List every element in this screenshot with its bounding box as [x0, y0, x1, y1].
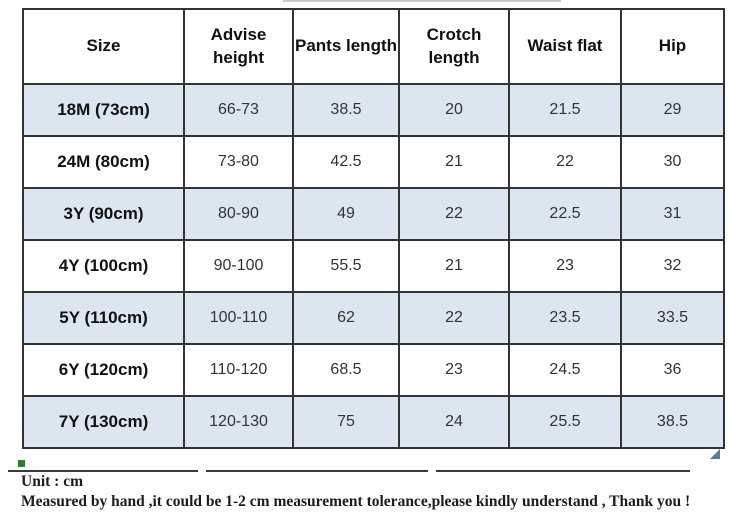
header-row: Size Advise height Pants length Crotch l…: [22, 8, 725, 85]
value-cell: 20: [398, 83, 510, 137]
value-cell: 32: [620, 239, 725, 293]
value-cell: 38.5: [292, 83, 400, 137]
column-header-hip: Hip: [620, 8, 725, 85]
value-cell: 30: [620, 135, 725, 189]
value-cell: 25.5: [508, 395, 622, 449]
value-cell: 73-80: [183, 135, 294, 189]
value-cell: 23: [508, 239, 622, 293]
size-cell: 7Y (130cm): [22, 395, 185, 449]
size-cell: 4Y (100cm): [22, 239, 185, 293]
column-header-size: Size: [22, 8, 185, 85]
table-row: 7Y (130cm) 120-130 75 24 25.5 38.5: [22, 395, 725, 449]
value-cell: 90-100: [183, 239, 294, 293]
table-row: 6Y (120cm) 110-120 68.5 23 24.5 36: [22, 343, 725, 397]
size-cell: 24M (80cm): [22, 135, 185, 189]
value-cell: 21: [398, 239, 510, 293]
footer-notes: Unit : cm Measured by hand ,it could be …: [21, 472, 690, 513]
cell-corner-triangle: [710, 449, 720, 459]
value-cell: 80-90: [183, 187, 294, 241]
value-cell: 68.5: [292, 343, 400, 397]
value-cell: 100-110: [183, 291, 294, 345]
bottom-artifact-line-1: [8, 470, 198, 472]
table-row: 5Y (110cm) 100-110 62 22 23.5 33.5: [22, 291, 725, 345]
value-cell: 22: [398, 291, 510, 345]
value-cell: 23: [398, 343, 510, 397]
column-header-advise-height: Advise height: [183, 8, 294, 85]
bottom-artifact-line-2: [206, 470, 428, 472]
size-cell: 18M (73cm): [22, 83, 185, 137]
column-header-waist-flat: Waist flat: [508, 8, 622, 85]
size-cell: 3Y (90cm): [22, 187, 185, 241]
value-cell: 42.5: [292, 135, 400, 189]
value-cell: 23.5: [508, 291, 622, 345]
value-cell: 49: [292, 187, 400, 241]
value-cell: 55.5: [292, 239, 400, 293]
value-cell: 38.5: [620, 395, 725, 449]
table-corner-handle-green: [18, 460, 25, 467]
table-row: 18M (73cm) 66-73 38.5 20 21.5 29: [22, 83, 725, 137]
value-cell: 21: [398, 135, 510, 189]
value-cell: 62: [292, 291, 400, 345]
tolerance-note: Measured by hand ,it could be 1-2 cm mea…: [21, 493, 691, 511]
size-cell: 6Y (120cm): [22, 343, 185, 397]
table-row: 4Y (100cm) 90-100 55.5 21 23 32: [22, 239, 725, 293]
table-row: 3Y (90cm) 80-90 49 22 22.5 31: [22, 187, 725, 241]
value-cell: 120-130: [183, 395, 294, 449]
value-cell: 36: [620, 343, 725, 397]
value-cell: 22: [398, 187, 510, 241]
column-header-pants-length: Pants length: [292, 8, 400, 85]
column-header-crotch-length: Crotch length: [398, 8, 510, 85]
value-cell: 75: [292, 395, 400, 449]
value-cell: 22: [508, 135, 622, 189]
value-cell: 24: [398, 395, 510, 449]
value-cell: 22.5: [508, 187, 622, 241]
unit-note: Unit : cm: [21, 473, 83, 490]
value-cell: 33.5: [620, 291, 725, 345]
top-edge-artifact-line: [283, 0, 561, 2]
value-cell: 110-120: [183, 343, 294, 397]
value-cell: 29: [620, 83, 725, 137]
size-cell: 5Y (110cm): [22, 291, 185, 345]
table-row: 24M (80cm) 73-80 42.5 21 22 30: [22, 135, 725, 189]
size-chart-table: Size Advise height Pants length Crotch l…: [22, 8, 725, 449]
bottom-artifact-line-3: [436, 470, 690, 472]
value-cell: 66-73: [183, 83, 294, 137]
value-cell: 21.5: [508, 83, 622, 137]
value-cell: 24.5: [508, 343, 622, 397]
value-cell: 31: [620, 187, 725, 241]
